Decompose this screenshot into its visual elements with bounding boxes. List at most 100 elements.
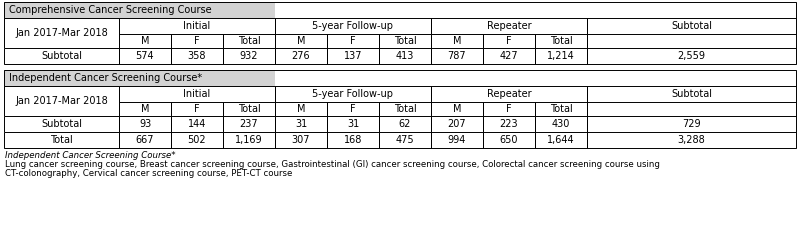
Text: 207: 207 bbox=[448, 119, 466, 129]
Bar bbox=[327, 48, 379, 64]
Text: Total: Total bbox=[394, 104, 416, 114]
Text: 650: 650 bbox=[500, 135, 518, 145]
Text: 574: 574 bbox=[136, 51, 154, 61]
Text: Independent Cancer Screening Course*: Independent Cancer Screening Course* bbox=[9, 73, 202, 83]
Text: 667: 667 bbox=[136, 135, 154, 145]
Bar bbox=[223, 34, 275, 48]
Bar bbox=[275, 102, 327, 116]
Text: 3,288: 3,288 bbox=[678, 135, 706, 145]
Bar bbox=[431, 34, 483, 48]
Bar bbox=[4, 2, 796, 18]
Bar bbox=[327, 116, 379, 132]
Text: Subtotal: Subtotal bbox=[671, 89, 712, 99]
Bar bbox=[535, 48, 587, 64]
Bar bbox=[483, 102, 535, 116]
Bar bbox=[223, 48, 275, 64]
Text: 5-year Follow-up: 5-year Follow-up bbox=[313, 89, 394, 99]
Text: F: F bbox=[194, 104, 200, 114]
Text: Repeater: Repeater bbox=[486, 89, 531, 99]
Text: 413: 413 bbox=[396, 51, 414, 61]
Text: 223: 223 bbox=[500, 119, 518, 129]
Bar bbox=[119, 116, 171, 132]
Text: F: F bbox=[350, 36, 356, 46]
Bar bbox=[4, 70, 796, 86]
Text: Independent Cancer Screening Course*: Independent Cancer Screening Course* bbox=[5, 151, 176, 160]
Bar bbox=[171, 116, 223, 132]
Text: Repeater: Repeater bbox=[486, 21, 531, 31]
Bar bbox=[587, 102, 796, 116]
Bar bbox=[379, 34, 431, 48]
Bar bbox=[587, 48, 796, 64]
Text: M: M bbox=[453, 36, 462, 46]
Bar bbox=[327, 132, 379, 148]
Text: 93: 93 bbox=[139, 119, 151, 129]
Bar bbox=[4, 2, 275, 18]
Bar bbox=[587, 132, 796, 148]
Bar bbox=[171, 102, 223, 116]
Bar bbox=[4, 132, 796, 148]
Bar bbox=[483, 34, 535, 48]
Bar bbox=[483, 132, 535, 148]
Text: Lung cancer screening course, Breast cancer screening course, Gastrointestinal (: Lung cancer screening course, Breast can… bbox=[5, 160, 660, 169]
Bar bbox=[4, 34, 796, 48]
Text: M: M bbox=[141, 36, 150, 46]
Text: 729: 729 bbox=[682, 119, 701, 129]
Bar bbox=[4, 116, 796, 132]
Bar bbox=[119, 102, 171, 116]
Text: 144: 144 bbox=[188, 119, 206, 129]
Bar bbox=[587, 18, 796, 34]
Text: 1,169: 1,169 bbox=[235, 135, 263, 145]
Text: 5-year Follow-up: 5-year Follow-up bbox=[313, 21, 394, 31]
Bar bbox=[535, 116, 587, 132]
Text: M: M bbox=[297, 36, 306, 46]
Text: 427: 427 bbox=[500, 51, 518, 61]
Text: 787: 787 bbox=[448, 51, 466, 61]
Bar bbox=[119, 18, 275, 34]
Text: 475: 475 bbox=[396, 135, 414, 145]
Bar bbox=[4, 18, 119, 34]
Bar bbox=[431, 48, 483, 64]
Text: 307: 307 bbox=[292, 135, 310, 145]
Text: Total: Total bbox=[550, 36, 572, 46]
Bar bbox=[379, 48, 431, 64]
Text: 430: 430 bbox=[552, 119, 570, 129]
Bar bbox=[431, 132, 483, 148]
Text: Total: Total bbox=[394, 36, 416, 46]
Text: M: M bbox=[141, 104, 150, 114]
Text: 62: 62 bbox=[399, 119, 411, 129]
Text: F: F bbox=[506, 104, 512, 114]
Text: 276: 276 bbox=[292, 51, 310, 61]
Text: Subtotal: Subtotal bbox=[41, 51, 82, 61]
Bar bbox=[4, 86, 796, 102]
Text: 237: 237 bbox=[240, 119, 258, 129]
Bar bbox=[275, 86, 431, 102]
Bar bbox=[275, 116, 327, 132]
Bar bbox=[4, 102, 119, 116]
Bar bbox=[4, 70, 275, 86]
Text: M: M bbox=[453, 104, 462, 114]
Bar bbox=[119, 48, 171, 64]
Text: 358: 358 bbox=[188, 51, 206, 61]
Bar bbox=[4, 116, 119, 132]
Bar bbox=[171, 132, 223, 148]
Bar bbox=[223, 102, 275, 116]
Text: 502: 502 bbox=[188, 135, 206, 145]
Bar bbox=[587, 86, 796, 102]
Text: 31: 31 bbox=[295, 119, 307, 129]
Text: 137: 137 bbox=[344, 51, 362, 61]
Bar bbox=[4, 48, 796, 64]
Text: Subtotal: Subtotal bbox=[41, 119, 82, 129]
Text: 1,644: 1,644 bbox=[547, 135, 575, 145]
Text: F: F bbox=[350, 104, 356, 114]
Bar bbox=[431, 116, 483, 132]
Bar bbox=[431, 86, 587, 102]
Text: Subtotal: Subtotal bbox=[671, 21, 712, 31]
Bar bbox=[275, 18, 431, 34]
Text: Initial: Initial bbox=[183, 21, 210, 31]
Bar bbox=[4, 18, 796, 34]
Bar bbox=[327, 102, 379, 116]
Bar bbox=[119, 132, 171, 148]
Bar bbox=[535, 34, 587, 48]
Text: F: F bbox=[194, 36, 200, 46]
Bar bbox=[171, 48, 223, 64]
